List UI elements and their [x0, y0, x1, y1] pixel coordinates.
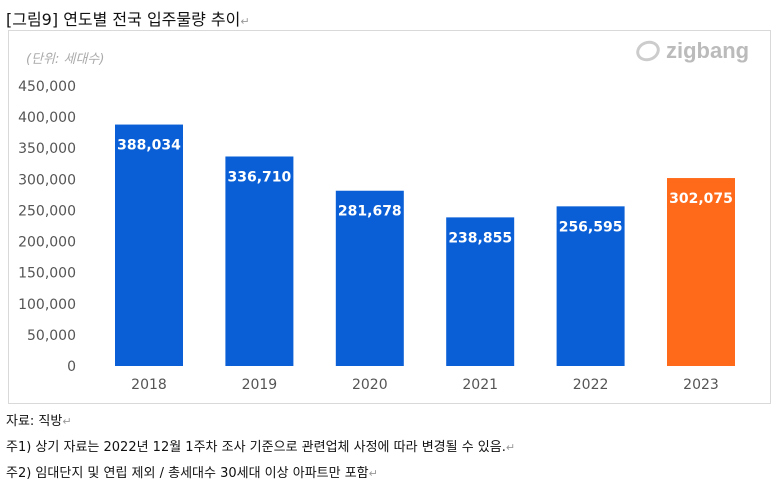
source-note: 자료: 직방↵ [6, 414, 72, 429]
y-tick-label: 250,000 [18, 203, 76, 219]
y-tick-label: 200,000 [18, 235, 76, 251]
bar-2023 [667, 178, 735, 366]
chart-frame [8, 30, 771, 404]
note-2-text: 주2) 임대단지 및 연립 제외 / 총세대수 30세대 이상 아파트만 포함 [6, 466, 369, 481]
bar-2022 [556, 206, 625, 366]
figure-title-text: [그림9] 연도별 전국 입주물량 추이 [6, 10, 241, 29]
y-tick-label: 100,000 [18, 297, 76, 313]
y-tick-label: 150,000 [18, 266, 76, 282]
x-tick-label: 2023 [683, 377, 719, 393]
note-1: 주1) 상기 자료는 2022년 12월 1주차 조사 기준으로 관련업체 사정… [6, 440, 516, 455]
logo-text: zigbang [666, 38, 750, 63]
data-label: 256,595 [559, 219, 623, 235]
zigbang-logo: zigbang [633, 37, 750, 65]
y-tick-label: 50,000 [27, 328, 76, 344]
x-tick-label: 2019 [242, 377, 278, 393]
figure-title: [그림9] 연도별 전국 입주물량 추이↵ [6, 6, 250, 30]
y-tick-label: 350,000 [18, 141, 76, 157]
unit-label: (단위: 세대수) [26, 52, 105, 67]
bar-2020 [335, 190, 404, 366]
x-tick-label: 2020 [352, 377, 388, 393]
y-tick-label: 450,000 [18, 79, 76, 95]
x-tick-label: 2021 [462, 377, 498, 393]
data-label: 281,678 [338, 204, 402, 220]
return-mark-icon: ↵ [240, 15, 250, 28]
bar-2018 [115, 124, 183, 366]
note-2: 주2) 임대단지 및 연립 제외 / 총세대수 30세대 이상 아파트만 포함↵ [6, 466, 378, 481]
data-label: 238,855 [448, 230, 512, 246]
bar-2019 [225, 156, 294, 366]
data-label: 388,034 [117, 138, 181, 154]
y-tick-label: 400,000 [18, 110, 76, 126]
bar-2021 [446, 217, 515, 366]
source-text: 자료: 직방 [6, 414, 63, 429]
data-label: 302,075 [669, 191, 733, 207]
y-tick-label: 300,000 [18, 172, 76, 188]
note-1-text: 주1) 상기 자료는 2022년 12월 1주차 조사 기준으로 관련업체 사정… [6, 440, 506, 455]
x-tick-label: 2022 [573, 377, 609, 393]
y-tick-label: 0 [67, 359, 76, 375]
x-tick-label: 2018 [131, 377, 167, 393]
data-label: 336,710 [228, 169, 292, 185]
